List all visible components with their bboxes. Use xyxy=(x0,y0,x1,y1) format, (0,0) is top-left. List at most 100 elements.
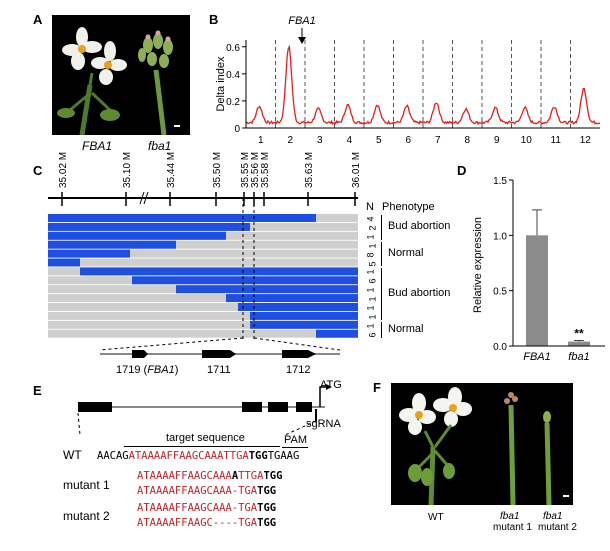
recombinant-count: 6 xyxy=(367,278,378,284)
axis-break-1 xyxy=(139,191,149,205)
phenotype-group-label: Normal xyxy=(388,247,424,260)
haplotype-row-segment xyxy=(176,285,358,294)
m2b-r2: TGA xyxy=(238,517,258,529)
recombinant-count: 4 xyxy=(365,216,376,222)
b-chromosome-label: 8 xyxy=(464,135,470,146)
haplotype-row-segment xyxy=(48,249,130,258)
recombinant-count: 2 xyxy=(367,225,378,231)
gene-label-1719: 1719 (FBA1) xyxy=(116,364,178,376)
b-ytick-label: 0 xyxy=(234,124,240,135)
b-ytick-label: 0.4 xyxy=(226,70,240,81)
panel-a-photo xyxy=(52,15,190,136)
wt-seq-post: TGAAG xyxy=(267,450,300,462)
expression-bar-chart: Relative expression 0.0 0.5 1.0 1.5 ** FBA1… xyxy=(472,176,605,363)
mutant1-seq-a: ATAAAAFFAAGCAAAATTGATGG xyxy=(137,470,282,482)
d-ytick-label: 1.0 xyxy=(493,231,507,242)
f-caption-m2-a: fba1 xyxy=(543,511,563,522)
fba1-peak-label: FBA1 xyxy=(288,15,316,27)
recombinant-count: 1 xyxy=(367,296,378,302)
haplotype-row-segment xyxy=(48,240,176,249)
m1b-r1: ATAAAAFFAAGCAAA xyxy=(137,485,232,497)
sgrna-label: sgRNA xyxy=(306,418,341,430)
panel-f-label: F xyxy=(373,380,381,395)
recombinant-count: 1 xyxy=(365,323,376,329)
significance-marker: ** xyxy=(574,326,584,340)
wt-label: WT xyxy=(63,448,82,462)
haplotype-row-segment xyxy=(250,311,358,320)
haplotype-row-bg xyxy=(48,240,358,249)
target-bracket xyxy=(124,446,280,447)
haplotype-row-bg xyxy=(48,258,358,267)
m1b-deletion: - xyxy=(231,485,239,497)
marker-label: 35.50 M xyxy=(212,152,223,188)
panel-c-label: C xyxy=(33,163,43,178)
m1a-r1: ATAAAAFFAAGCAAA xyxy=(137,470,232,482)
exon-2 xyxy=(242,402,262,412)
haplotype-row-bg xyxy=(48,329,358,338)
panel-a-caption-left: FBA1 xyxy=(82,139,113,153)
mutant2-label: mutant 2 xyxy=(63,509,110,523)
mutant2-seq-a: ATAAAAFFAAGCAAA-TGATGG xyxy=(137,502,276,514)
m1a-insertion: A xyxy=(231,470,239,482)
gene-1719-label: 1719 (FBA1) xyxy=(116,364,179,376)
m1b-r2: TGA xyxy=(238,485,258,497)
haplotype-row-segment xyxy=(48,222,250,231)
plant-photo-a xyxy=(57,27,180,136)
recombinant-count: 6 xyxy=(367,332,378,338)
gene-1712 xyxy=(282,350,316,358)
atg-label: ATG xyxy=(320,379,342,391)
recombinant-count: 1 xyxy=(365,305,376,311)
panel-d-label: D xyxy=(457,163,467,178)
delta-index-chart: Delta index 00.20.40.6 1 2 3 4 5 6 7 8 9 10 11 12 F… xyxy=(215,15,601,146)
b-chromosome-label: 12 xyxy=(580,135,592,146)
b-chromosome-label: 3 xyxy=(317,135,323,146)
m2a-r2: TGA xyxy=(238,502,258,514)
recombinant-count: 8 xyxy=(365,252,376,258)
gene-label-1712: 1712 xyxy=(286,364,311,376)
haplotype-row-segment xyxy=(132,276,358,285)
haplotype-row-segment xyxy=(48,258,80,267)
wt-seq-pre: AACAG xyxy=(97,450,129,462)
phenotype-bracket xyxy=(381,268,382,320)
b-chromosome-label: 4 xyxy=(346,135,352,146)
delta-index-ylabel: Delta index xyxy=(215,56,227,112)
haplotype-row-bg xyxy=(48,294,358,303)
wt-seq-pam: TGG xyxy=(248,450,268,462)
peak-arrowhead xyxy=(298,37,306,44)
gene-structure-diagram xyxy=(77,384,332,436)
plant-photo-f xyxy=(399,387,569,506)
phenotype-group-label: Bud abortion xyxy=(388,220,451,233)
marker-label: 35.10 M xyxy=(122,152,133,188)
b-ytick-label: 0.6 xyxy=(226,43,240,54)
b-chromosome-label: 2 xyxy=(287,135,293,146)
haplotype-row-segment xyxy=(80,267,358,276)
wt-seq-target: ATAAAAFFAAGCAAATTGA xyxy=(128,450,249,462)
marker-label: 35.44 M xyxy=(166,152,177,188)
marker-label: 35.63 M xyxy=(304,152,315,188)
m1b-pam: TGG xyxy=(257,485,277,497)
recombinant-count: 1 xyxy=(365,234,376,240)
haplotype-row-segment xyxy=(48,231,226,240)
delta-index-line xyxy=(245,44,601,126)
haplotype-row-segment xyxy=(226,294,358,303)
wt-sequence: AACAGATAAAAFFAAGCAAATTGATGGTGAAG xyxy=(97,450,299,462)
f-caption-m2-b: mutant 2 xyxy=(538,522,577,533)
haplotype-row-segment xyxy=(48,214,316,222)
panel-e-label: E xyxy=(33,383,42,398)
marker-label: 35.55 M xyxy=(240,152,251,188)
d-ytick-label: 0.5 xyxy=(493,287,507,298)
expression-ylabel: Relative expression xyxy=(472,217,484,313)
recombinant-count: 1 xyxy=(365,287,376,293)
m1a-pam: TGG xyxy=(263,470,283,482)
mutant1-seq-b: ATAAAAFFAAGCAAA-TGATGG xyxy=(137,485,276,497)
b-chromosome-label: 5 xyxy=(376,135,382,146)
m2b-deletion: ---- xyxy=(212,517,239,529)
panel-b-label: B xyxy=(209,12,219,27)
expression-bar xyxy=(526,235,548,346)
m2b-r1: ATAAAAFFAAGC xyxy=(137,517,213,529)
phenotype-group-label: Normal xyxy=(388,322,424,335)
pam-bracket xyxy=(282,447,308,448)
m2b-pam: TGG xyxy=(257,517,277,529)
recombinant-count: 1 xyxy=(367,314,378,320)
recombinant-count: 5 xyxy=(367,260,378,267)
